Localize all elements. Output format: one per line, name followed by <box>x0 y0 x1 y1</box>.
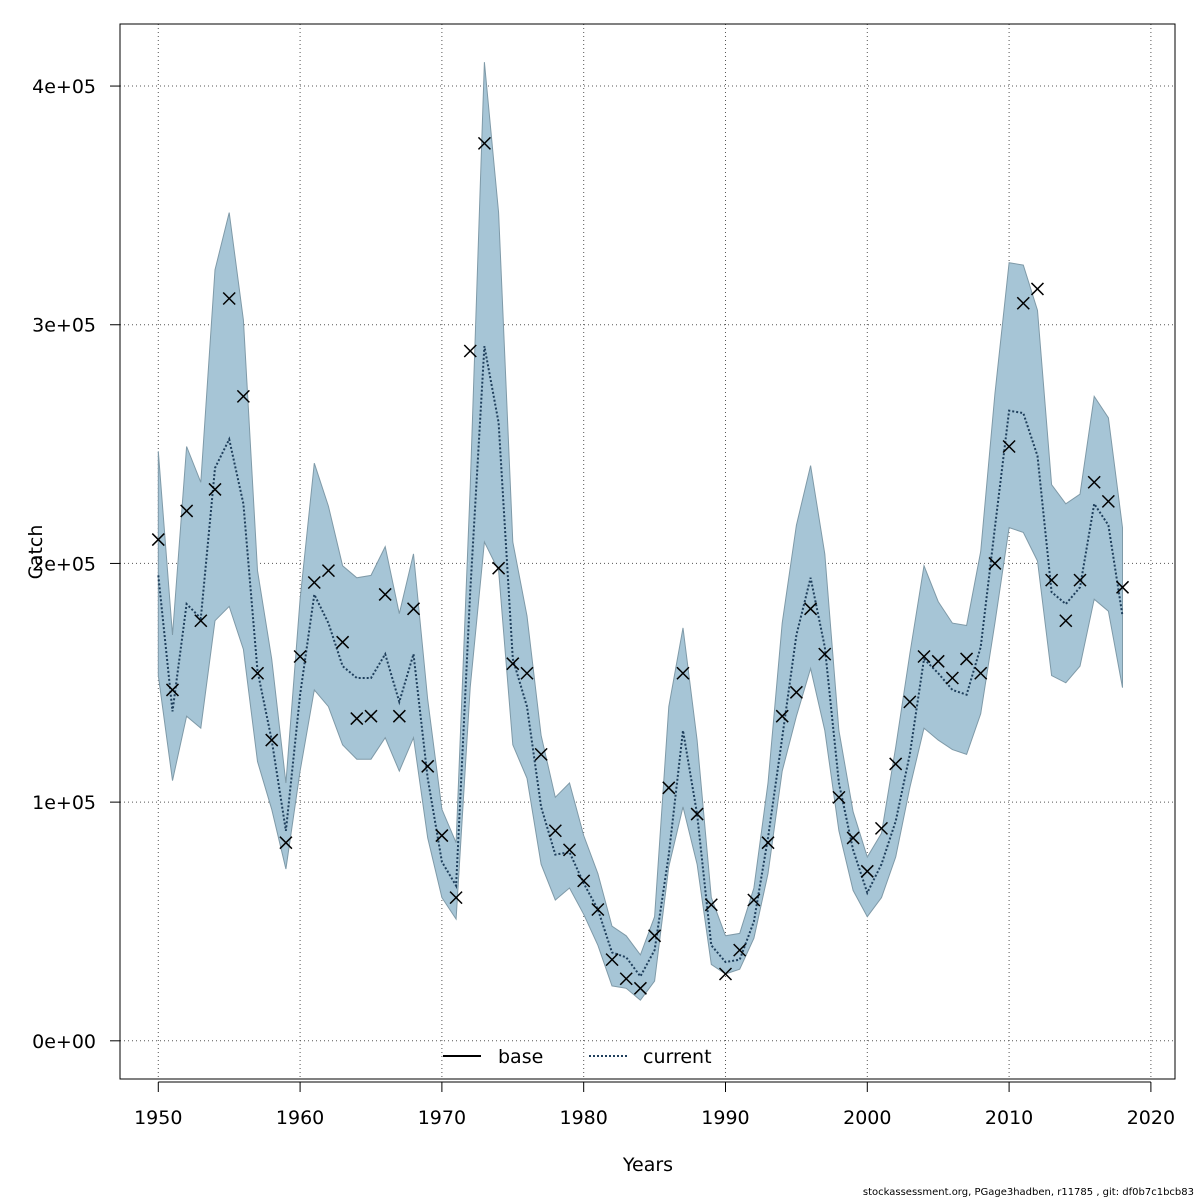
observed-point <box>846 831 860 845</box>
observed-point <box>1030 282 1044 296</box>
observed-point <box>591 903 605 917</box>
current-series-line <box>157 346 1124 979</box>
y-tick-label: 4e+05 <box>32 76 96 98</box>
observed-point <box>336 635 350 649</box>
observed-point <box>1002 439 1016 454</box>
x-tick-label: 1980 <box>560 1107 608 1129</box>
observed-point <box>506 657 520 671</box>
observed-point <box>251 666 265 680</box>
observed-point <box>562 843 577 857</box>
x-tick-label: 2000 <box>843 1107 891 1129</box>
legend: base current <box>443 1046 712 1068</box>
observed-point <box>747 893 761 907</box>
observed-point <box>988 556 1002 570</box>
legend-base-label: base <box>498 1046 543 1068</box>
observed-point <box>265 733 279 747</box>
observed-point <box>208 482 222 496</box>
observed-point <box>577 874 591 888</box>
y-axis: 0e+00 1e+05 2e+05 3e+05 4e+05 <box>32 76 120 1053</box>
observed-point <box>648 929 662 943</box>
observed-point <box>733 943 747 957</box>
observed-point <box>307 575 321 590</box>
observed-point <box>236 389 250 403</box>
observed-point <box>293 649 307 664</box>
x-tick-label: 1960 <box>276 1107 324 1129</box>
observed-point <box>492 561 506 575</box>
observed-point <box>789 685 803 699</box>
observed-point <box>1116 580 1130 594</box>
observed-point <box>1087 475 1101 489</box>
observed-point <box>874 821 889 835</box>
confidence-band-area <box>157 62 1123 1001</box>
observed-point <box>463 344 477 358</box>
legend-current-label: current <box>643 1046 712 1068</box>
observed-point <box>378 587 392 601</box>
observed-point <box>804 602 818 616</box>
observed-point <box>704 898 718 912</box>
observed-point <box>945 671 959 685</box>
y-axis-title: Catch <box>25 525 47 580</box>
observed-point <box>180 504 194 518</box>
observed-point <box>690 807 704 821</box>
observed-point <box>1059 614 1073 628</box>
observed-point <box>279 836 293 850</box>
observed-point <box>960 652 974 666</box>
y-tick-label: 3e+05 <box>32 315 96 337</box>
x-tick-label: 1990 <box>701 1107 749 1129</box>
observed-point <box>165 683 179 697</box>
x-tick-label: 2010 <box>985 1107 1033 1129</box>
observed-point <box>917 649 931 664</box>
x-tick-label: 1970 <box>418 1107 466 1129</box>
observed-point <box>222 291 236 306</box>
observed-point <box>1101 494 1115 508</box>
observed-point <box>619 972 633 986</box>
observed-point <box>903 695 917 709</box>
observed-point <box>321 564 335 578</box>
observed-point <box>931 654 945 668</box>
observed-point <box>534 747 548 761</box>
observed-point <box>435 829 449 843</box>
observed-point <box>1073 573 1087 587</box>
confidence-band <box>157 62 1123 1001</box>
grid-lines <box>120 24 1175 1079</box>
observed-points <box>151 136 1130 995</box>
plot-frame <box>119 23 1176 1080</box>
observed-point <box>406 602 421 616</box>
observed-point <box>761 836 775 850</box>
observed-point <box>151 533 165 547</box>
observed-point <box>392 709 406 723</box>
observed-point <box>449 891 463 905</box>
observed-point <box>477 136 491 150</box>
observed-point <box>974 666 988 680</box>
observed-point <box>421 759 435 773</box>
observed-point <box>775 709 789 723</box>
x-tick-label: 1950 <box>134 1107 182 1129</box>
observed-point <box>194 614 208 628</box>
x-tick-label: 2020 <box>1127 1107 1175 1129</box>
observed-point <box>548 824 562 838</box>
observed-point <box>818 647 832 661</box>
y-tick-label: 2e+05 <box>32 553 96 575</box>
observed-point <box>350 712 364 726</box>
observed-point <box>889 757 903 771</box>
observed-point <box>718 967 733 981</box>
observed-point <box>364 709 378 723</box>
observed-point <box>662 781 676 795</box>
observed-point <box>520 666 534 680</box>
current-line <box>157 346 1124 979</box>
observed-point <box>1045 573 1059 587</box>
y-tick-label: 0e+00 <box>32 1031 96 1053</box>
observed-point <box>1016 296 1030 310</box>
y-tick-label: 1e+05 <box>32 792 96 814</box>
observed-point <box>860 864 874 878</box>
footer-credit: stockassessment.org, PGage3hadben, r1178… <box>862 1187 1194 1198</box>
observed-point <box>633 981 647 995</box>
x-axis: 1950 1960 1970 1980 1990 2000 2010 2020 <box>134 1081 1175 1129</box>
x-axis-title: Years <box>622 1154 673 1176</box>
observed-point <box>832 790 846 804</box>
observed-point <box>605 953 619 967</box>
observed-point <box>676 666 690 680</box>
